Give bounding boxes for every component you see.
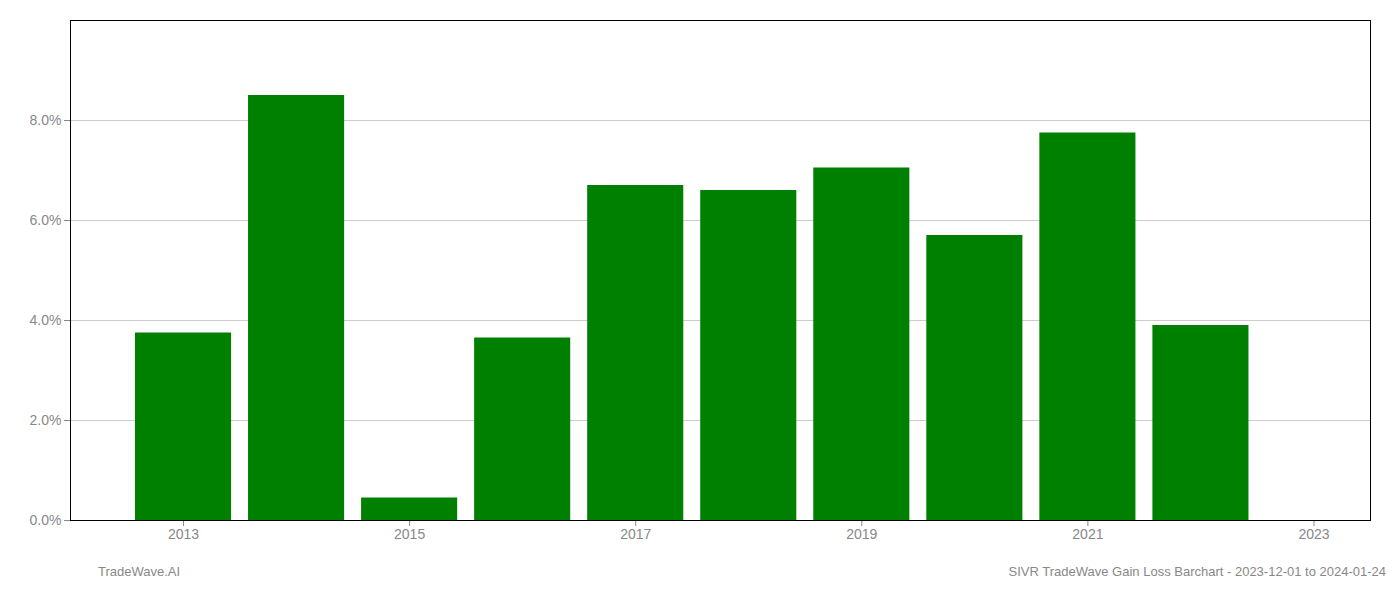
svg-text:0.0%: 0.0% (30, 512, 62, 528)
svg-text:4.0%: 4.0% (30, 312, 62, 328)
svg-text:2017: 2017 (620, 526, 651, 542)
html-text:SIVR TradeWave Gain Loss Barch: SIVR TradeWave Gain Loss Barchart - 2023… (1008, 564, 1386, 579)
svg-text:2015: 2015 (394, 526, 425, 542)
svg-text:2013: 2013 (168, 526, 199, 542)
svg-text:2023: 2023 (1298, 526, 1329, 542)
svg-text:2019: 2019 (846, 526, 877, 542)
html-text:TradeWave.AI: TradeWave.AI (98, 564, 181, 579)
svg-text:2021: 2021 (1072, 526, 1103, 542)
svg-text:6.0%: 6.0% (30, 212, 62, 228)
svg-text:2.0%: 2.0% (30, 412, 62, 428)
svg-text:8.0%: 8.0% (30, 112, 62, 128)
